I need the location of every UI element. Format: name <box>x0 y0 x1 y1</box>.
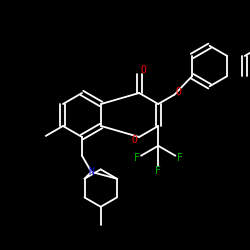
Text: F: F <box>134 153 140 163</box>
Text: O: O <box>131 135 137 145</box>
Text: F: F <box>155 166 161 175</box>
Text: O: O <box>176 87 181 97</box>
Text: F: F <box>176 153 182 163</box>
Text: O: O <box>140 65 146 75</box>
Text: N: N <box>88 167 94 177</box>
